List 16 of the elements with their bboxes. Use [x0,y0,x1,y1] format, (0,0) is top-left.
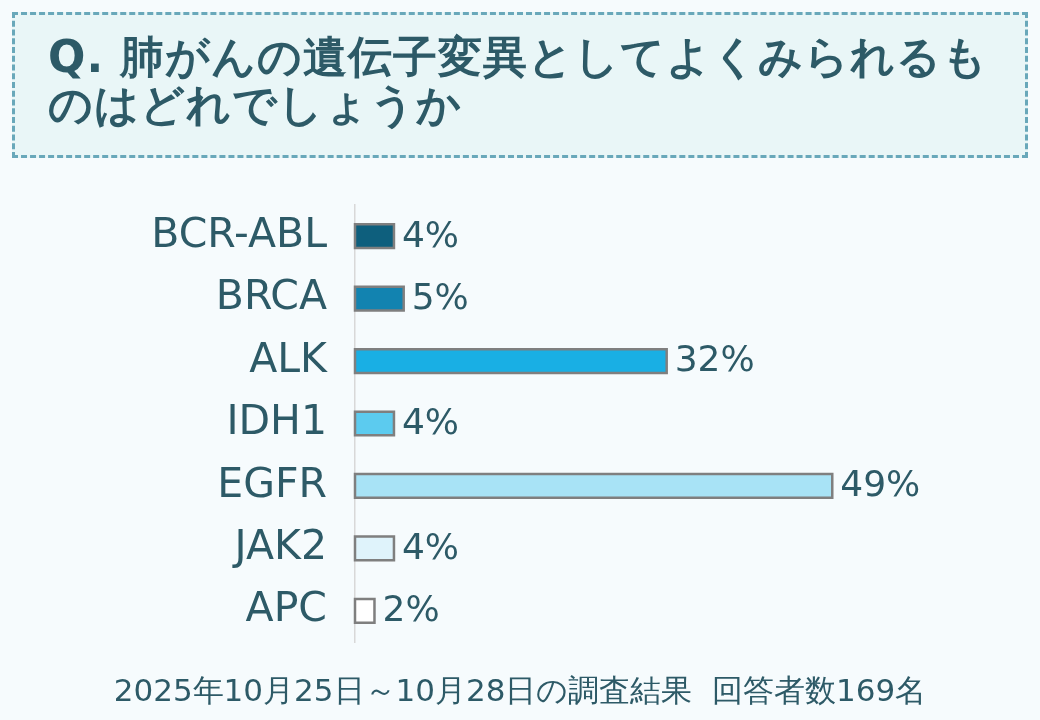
y-tick-label: ALK [249,333,329,382]
data-label: 5% [411,276,469,317]
y-tick-label: BRCA [215,271,327,320]
data-label: 4% [401,213,460,255]
data-label: 4% [401,400,460,442]
text: 2025年10月25日～10月28日の調査結果 回答者数169名 [112,671,928,710]
y-tick-label: EGFR [217,458,327,507]
y-tick-label: APC [245,583,327,632]
data-label: 4% [401,525,460,567]
y-tick-label: IDH1 [226,396,327,445]
y-tick-label: BCR-ABL [151,208,328,257]
chart-title: Q. 肺がんの遺伝子変異としてよくみられるものはどれでしょうか [12,12,1028,158]
data-label: 49% [840,463,921,505]
data-label: 2% [382,588,440,630]
data-label: 32% [674,338,755,380]
y-tick-label: JAK2 [231,521,327,570]
